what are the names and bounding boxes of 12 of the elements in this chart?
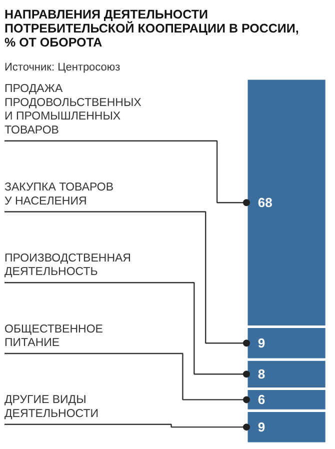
data-label: 9: [258, 420, 266, 435]
data-label: 68: [258, 195, 272, 210]
chart-title: НАПРАВЛЕНИЯ ДЕЯТЕЛЬНОСТИ ПОТРЕБИТЕЛЬСКОЙ КООПЕРАЦИИ В РОССИИ, % ОТ ОБОРОТА: [4, 8, 299, 50]
text: Источник: Центросоюз: [4, 62, 120, 74]
data-label: 6: [258, 392, 266, 408]
data-label: 9: [258, 336, 266, 351]
text: ОБЩЕСТВЕННОЕ ПИТАНИЕ: [4, 323, 104, 350]
text: ДРУГИЕ ВИДЫ ДЕЯТЕЛЬНОСТИ: [4, 394, 99, 420]
data-label: 8: [258, 366, 266, 382]
text: ПРОДАЖА ПРОДОВОЛЬСТВЕННЫХ И ПРОМЫШЛЕННЫХ ТОВАРОВ: [4, 83, 142, 136]
text: ЗАКУПКА ТОВАРОВ У НАСЕЛЕНИЯ: [4, 182, 114, 208]
text: ПРОИЗВОДСТВЕННАЯ ДЕЯТЕЛЬНОСТЬ: [4, 252, 131, 278]
